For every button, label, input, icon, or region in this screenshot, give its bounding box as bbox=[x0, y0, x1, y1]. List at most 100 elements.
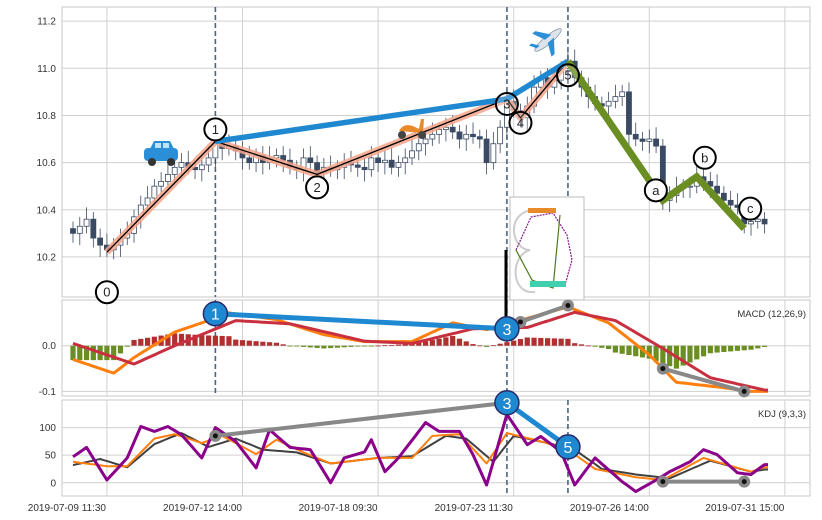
candle bbox=[375, 157, 382, 164]
macd-histogram-bar bbox=[687, 345, 693, 363]
candle bbox=[626, 91, 632, 135]
macd-histogram-bar bbox=[104, 345, 110, 361]
candle bbox=[619, 91, 626, 97]
macd-histogram-bar bbox=[741, 345, 747, 351]
car-body bbox=[144, 148, 178, 161]
candle bbox=[456, 131, 463, 140]
macd-histogram-bar bbox=[728, 345, 734, 352]
macd-histogram-bar bbox=[565, 338, 571, 346]
macd-histogram-bar bbox=[483, 345, 490, 347]
indicator-circle bbox=[555, 434, 581, 460]
indicator-circle-1: 1 bbox=[202, 300, 229, 327]
correction-wave-line bbox=[565, 59, 747, 231]
car-icon bbox=[144, 141, 178, 166]
candle bbox=[639, 138, 646, 142]
candle bbox=[402, 157, 409, 164]
candle bbox=[748, 221, 754, 225]
macd-histogram-bar bbox=[538, 337, 544, 346]
macd-histogram-bar bbox=[490, 345, 496, 347]
price-panel: 10.2 10.4 10.6 10.8 11.0 11.2 bbox=[37, 6, 811, 298]
macd-histogram-bar bbox=[612, 345, 618, 353]
macd-histogram-bar bbox=[606, 345, 612, 350]
macd-histogram-bar bbox=[585, 345, 591, 347]
macd-histogram-bar bbox=[219, 335, 225, 346]
macd-histogram-bar bbox=[206, 335, 212, 346]
y-tick-label: 10.6 bbox=[37, 158, 57, 169]
y-tick-label: 0 bbox=[50, 478, 56, 489]
y-tick-label: 10.8 bbox=[37, 111, 57, 122]
macd-histogram-bar bbox=[450, 335, 456, 346]
macd-histogram-bar bbox=[531, 337, 537, 346]
macd-histogram-bar bbox=[694, 345, 700, 360]
wave-circle-label: 5 bbox=[564, 68, 571, 83]
x-tick-label: 2019-07-12 14:00 bbox=[163, 503, 242, 514]
candle bbox=[409, 150, 415, 159]
macd-histogram-bar bbox=[260, 341, 266, 346]
y-tick-label: 11.0 bbox=[37, 64, 56, 75]
macd-dea-line bbox=[72, 310, 768, 392]
indicator-circle bbox=[494, 390, 520, 416]
macd-histogram-bar bbox=[511, 340, 517, 346]
gray-link-line bbox=[519, 303, 569, 324]
candle bbox=[463, 133, 470, 140]
gray-node-dot bbox=[660, 366, 666, 372]
candle bbox=[632, 133, 639, 140]
macd-histogram-bar bbox=[212, 335, 218, 346]
kdj-j-line bbox=[72, 412, 768, 494]
candle bbox=[754, 218, 761, 222]
candle bbox=[76, 225, 83, 234]
macd-histogram-bar bbox=[334, 345, 341, 348]
wave-circle bbox=[305, 175, 330, 200]
macd-dif-line bbox=[72, 305, 768, 393]
macd-histogram-bar bbox=[287, 345, 293, 347]
macd-histogram-bar bbox=[77, 345, 83, 361]
macd-histogram-bar bbox=[246, 340, 252, 346]
wave-label-3: 3 bbox=[494, 91, 519, 116]
indicator-circle-label: 5 bbox=[563, 440, 572, 457]
scooter-wheel bbox=[418, 131, 426, 139]
macd-histogram-bar bbox=[267, 342, 273, 346]
wave-label-4: 4 bbox=[508, 110, 533, 135]
y-tick-label: 10.2 bbox=[37, 252, 57, 263]
x-tick-label: 2019-07-31 15:00 bbox=[705, 503, 784, 514]
y-tick-label: 0.0 bbox=[42, 341, 56, 352]
candle bbox=[165, 173, 171, 182]
wave-label-0: 0 bbox=[94, 280, 119, 305]
candle bbox=[395, 162, 402, 168]
macd-histogram-bar bbox=[572, 343, 578, 346]
macd-histogram-bar bbox=[111, 345, 117, 361]
wave-circle-label: b bbox=[701, 150, 708, 165]
candle bbox=[761, 218, 768, 225]
indicator-circle-label: 1 bbox=[211, 307, 220, 324]
macd-histogram-bar bbox=[348, 345, 354, 347]
macd-histogram-bar bbox=[375, 345, 381, 347]
wave-1-3-5-link-line bbox=[214, 58, 570, 145]
indicator-circle bbox=[494, 316, 520, 342]
macd-histogram-bar bbox=[172, 333, 178, 346]
candle bbox=[70, 228, 76, 234]
coaster-cart-top bbox=[528, 208, 556, 213]
airplane-icon bbox=[529, 28, 562, 57]
macd-histogram-bar bbox=[626, 345, 632, 356]
macd-histogram-bar bbox=[653, 345, 659, 362]
candle bbox=[442, 126, 449, 131]
macd-histogram-bar bbox=[755, 345, 761, 349]
wave-circle-label: 4 bbox=[517, 115, 524, 130]
macd-histogram-bar bbox=[734, 345, 741, 351]
macd-histogram-bar bbox=[124, 345, 130, 347]
candle bbox=[422, 138, 429, 145]
wave-label-a: a bbox=[643, 178, 668, 203]
macd-histogram-bar bbox=[497, 343, 503, 346]
macd-histogram-bar bbox=[83, 345, 90, 361]
wave-label-5: 5 bbox=[555, 63, 580, 88]
macd-histogram-bar bbox=[456, 338, 463, 346]
candle bbox=[476, 136, 483, 140]
candle bbox=[490, 143, 497, 164]
macd-histogram-bar bbox=[524, 337, 530, 346]
kdj-k-line bbox=[72, 432, 768, 481]
macd-histogram-bar bbox=[253, 341, 259, 346]
macd-histogram-bar bbox=[429, 340, 435, 346]
candle bbox=[361, 166, 368, 171]
macd-histogram-bar bbox=[178, 333, 185, 346]
